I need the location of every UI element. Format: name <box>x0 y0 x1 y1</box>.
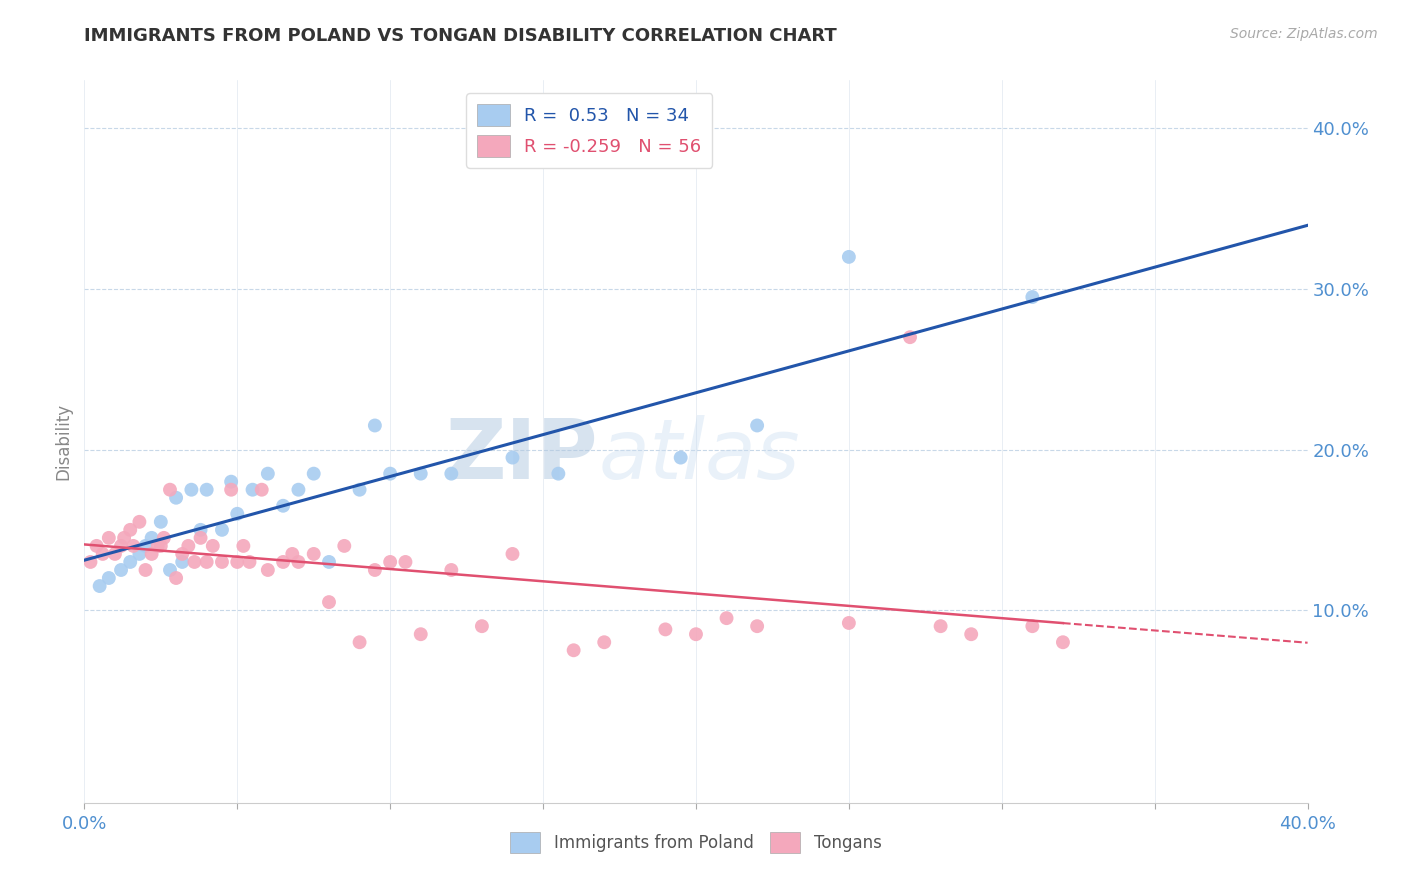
Point <box>135 563 157 577</box>
Point <box>122 539 145 553</box>
Point <box>380 467 402 481</box>
Point <box>177 539 200 553</box>
Point <box>440 467 463 481</box>
Point <box>302 467 325 481</box>
Point <box>120 523 142 537</box>
Point <box>110 539 132 553</box>
Point <box>380 555 402 569</box>
Point <box>349 635 371 649</box>
Point <box>141 547 163 561</box>
Point <box>1021 290 1043 304</box>
Point <box>257 467 280 481</box>
Point <box>135 539 157 553</box>
Point <box>153 531 176 545</box>
Point <box>654 623 676 637</box>
Point <box>97 531 120 545</box>
Point <box>271 499 294 513</box>
Point <box>257 563 280 577</box>
Point <box>195 555 218 569</box>
Point <box>128 547 150 561</box>
Point <box>172 555 194 569</box>
Point <box>242 483 264 497</box>
Point <box>333 539 356 553</box>
Point <box>149 539 172 553</box>
Point <box>318 555 340 569</box>
Point <box>409 627 432 641</box>
Point <box>1021 619 1043 633</box>
Point <box>302 547 325 561</box>
Legend: Immigrants from Poland, Tongans: Immigrants from Poland, Tongans <box>503 826 889 860</box>
Point <box>79 555 101 569</box>
Point <box>250 483 273 497</box>
Point <box>226 507 249 521</box>
Point <box>110 563 132 577</box>
Point <box>91 547 114 561</box>
Point <box>1052 635 1074 649</box>
Point <box>128 515 150 529</box>
Point <box>238 555 260 569</box>
Point <box>190 523 212 537</box>
Point <box>716 611 738 625</box>
Point <box>149 515 172 529</box>
Point <box>97 571 120 585</box>
Point <box>271 555 294 569</box>
Point <box>183 555 205 569</box>
Point <box>502 547 524 561</box>
Point <box>120 555 142 569</box>
Point <box>349 483 371 497</box>
Point <box>104 547 127 561</box>
Point <box>190 531 212 545</box>
Point <box>211 523 233 537</box>
Point <box>502 450 524 465</box>
Point <box>281 547 304 561</box>
Point <box>141 531 163 545</box>
Point <box>219 475 242 489</box>
Point <box>562 643 585 657</box>
Point <box>146 539 169 553</box>
Point <box>471 619 494 633</box>
Point <box>86 539 108 553</box>
Point <box>89 579 111 593</box>
Point <box>364 563 387 577</box>
Point <box>747 619 769 633</box>
Point <box>838 615 860 630</box>
Text: IMMIGRANTS FROM POLAND VS TONGAN DISABILITY CORRELATION CHART: IMMIGRANTS FROM POLAND VS TONGAN DISABIL… <box>84 27 837 45</box>
Point <box>165 571 187 585</box>
Point <box>547 467 569 481</box>
Point <box>287 555 309 569</box>
Point <box>685 627 707 641</box>
Point <box>364 418 387 433</box>
Point <box>838 250 860 264</box>
Point <box>287 483 309 497</box>
Point <box>159 483 181 497</box>
Point <box>593 635 616 649</box>
Point <box>929 619 952 633</box>
Point <box>201 539 224 553</box>
Point <box>747 418 769 433</box>
Point <box>318 595 340 609</box>
Point <box>669 450 692 465</box>
Point <box>165 491 187 505</box>
Text: Source: ZipAtlas.com: Source: ZipAtlas.com <box>1230 27 1378 41</box>
Point <box>159 563 181 577</box>
Point <box>226 555 249 569</box>
Text: atlas: atlas <box>598 416 800 497</box>
Point <box>112 531 135 545</box>
Text: ZIP: ZIP <box>446 416 598 497</box>
Point <box>898 330 921 344</box>
Point <box>172 547 194 561</box>
Point <box>195 483 218 497</box>
Point <box>409 467 432 481</box>
Point <box>394 555 416 569</box>
Point <box>211 555 233 569</box>
Point <box>440 563 463 577</box>
Y-axis label: Disability: Disability <box>55 403 73 480</box>
Point <box>180 483 202 497</box>
Point <box>219 483 242 497</box>
Point <box>232 539 254 553</box>
Point <box>960 627 983 641</box>
